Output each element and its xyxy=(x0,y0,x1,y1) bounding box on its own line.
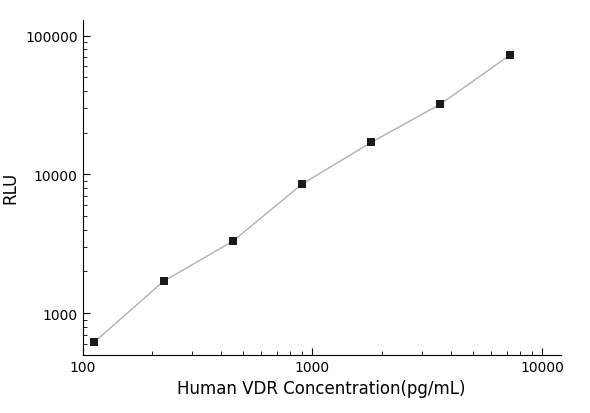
Point xyxy=(435,102,445,108)
X-axis label: Human VDR Concentration(pg/mL): Human VDR Concentration(pg/mL) xyxy=(178,380,466,397)
Point xyxy=(159,278,168,285)
Point xyxy=(366,140,376,146)
Point xyxy=(90,339,99,346)
Y-axis label: RLU: RLU xyxy=(2,172,19,204)
Point xyxy=(297,181,307,188)
Point xyxy=(505,53,514,59)
Point xyxy=(228,238,237,245)
